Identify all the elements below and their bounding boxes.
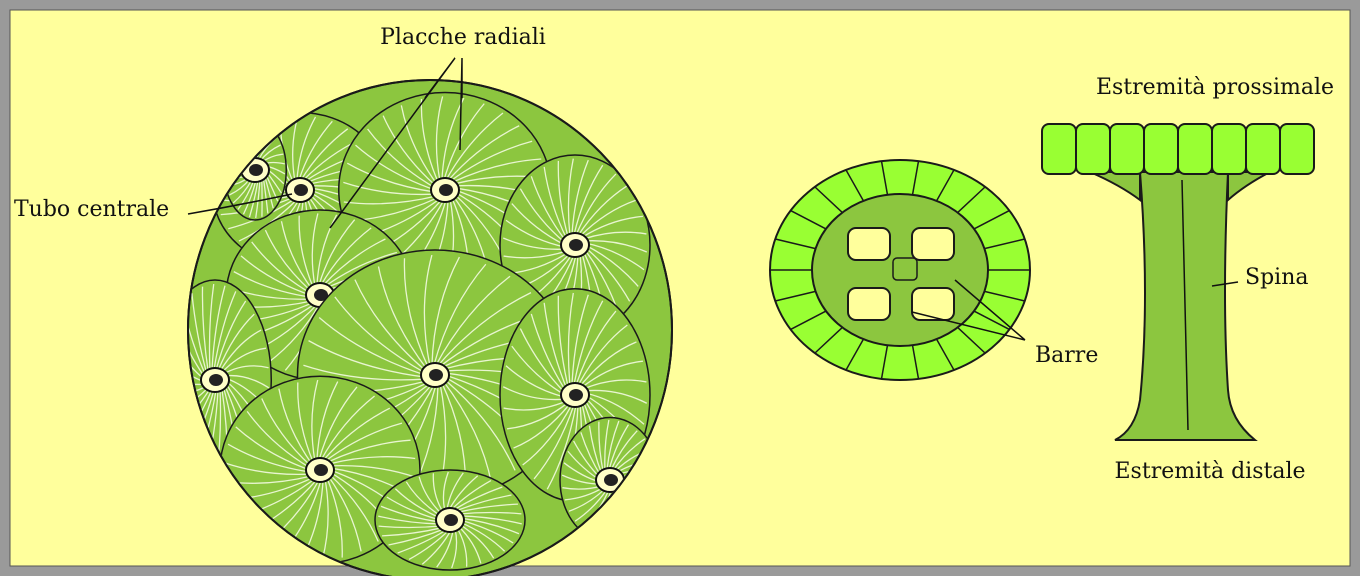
ring-segment bbox=[775, 238, 816, 250]
cell bbox=[1041, 123, 1077, 175]
plate-lines bbox=[224, 379, 416, 561]
coccolith-side-view bbox=[1041, 123, 1315, 441]
tube-hole bbox=[569, 239, 583, 251]
tube-hole bbox=[429, 369, 443, 381]
ring-segment bbox=[880, 160, 889, 195]
window bbox=[847, 287, 891, 321]
ring-segment bbox=[814, 186, 843, 214]
plate-lines bbox=[378, 471, 522, 569]
cell bbox=[1279, 123, 1315, 175]
ring-segment bbox=[935, 169, 955, 202]
coccosphere bbox=[187, 79, 673, 576]
cell bbox=[1177, 123, 1213, 175]
tube-hole bbox=[444, 514, 458, 526]
ring-segment bbox=[814, 326, 843, 354]
coccolith-top-view bbox=[769, 159, 1031, 381]
ring-segment bbox=[984, 238, 1025, 250]
tube-hole bbox=[569, 389, 583, 401]
plate-lines bbox=[343, 96, 547, 284]
ring-segment bbox=[790, 310, 827, 331]
cell bbox=[1245, 123, 1281, 175]
ring-segment bbox=[935, 338, 955, 371]
tube-hole bbox=[209, 374, 223, 386]
label-bars: Barre bbox=[1035, 343, 1098, 368]
window bbox=[847, 227, 891, 261]
leader-tube bbox=[187, 193, 293, 215]
ring-segment bbox=[984, 290, 1025, 302]
leader-bars bbox=[911, 279, 1026, 341]
label-proximal-end: Estremità prossimale bbox=[1096, 75, 1334, 100]
tube-hole bbox=[249, 164, 263, 176]
cell bbox=[1211, 123, 1247, 175]
ring-segment bbox=[845, 169, 865, 202]
tube-hole bbox=[294, 184, 308, 196]
ring-segment bbox=[911, 160, 920, 195]
ring-segment bbox=[957, 326, 986, 354]
window bbox=[911, 287, 955, 321]
spine-flare bbox=[1089, 171, 1271, 203]
label-radial-plates: Placche radiali bbox=[380, 25, 546, 50]
cell bbox=[1143, 123, 1179, 175]
cell bbox=[1075, 123, 1111, 175]
sphere-edge bbox=[187, 79, 673, 576]
cell bbox=[1109, 123, 1145, 175]
tube-hole bbox=[604, 474, 618, 486]
label-distal-end: Estremità distale bbox=[1115, 459, 1306, 484]
ring-segment bbox=[790, 209, 827, 230]
spine-line bbox=[1181, 179, 1189, 431]
leader-plates bbox=[329, 57, 463, 229]
ring-segment bbox=[957, 186, 986, 214]
ring-segment bbox=[845, 338, 865, 371]
window bbox=[911, 227, 955, 261]
tube-hole bbox=[439, 184, 453, 196]
leader-spine bbox=[1211, 281, 1239, 287]
ring-segment bbox=[775, 290, 816, 302]
label-spine: Spina bbox=[1245, 265, 1308, 290]
tube-hole bbox=[314, 289, 328, 301]
ring-segment bbox=[911, 345, 920, 380]
label-central-tube: Tubo centrale bbox=[14, 197, 169, 222]
leaders bbox=[187, 57, 1239, 341]
ring-segment bbox=[973, 310, 1010, 331]
tube-hole bbox=[314, 464, 328, 476]
center-knob bbox=[892, 257, 918, 281]
ring-segment bbox=[973, 209, 1010, 230]
ring-segment bbox=[880, 345, 889, 380]
